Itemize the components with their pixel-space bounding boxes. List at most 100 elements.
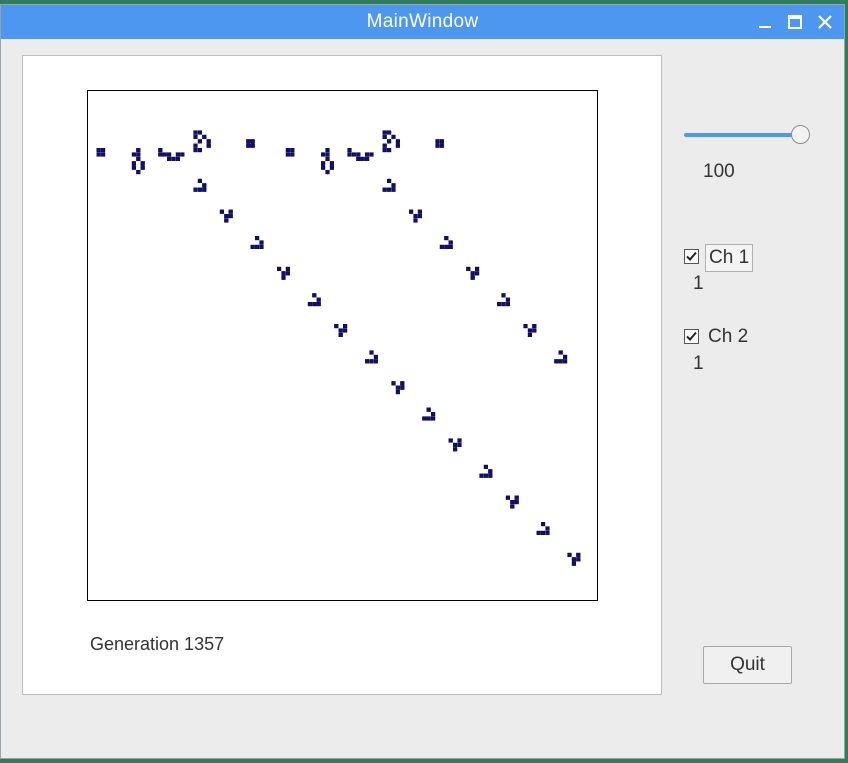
life-cell (254, 235, 260, 241)
life-cell (254, 244, 260, 249)
channel-1-label[interactable]: Ch 1 (705, 244, 754, 272)
life-cell (285, 271, 290, 276)
life-cell (444, 235, 449, 241)
life-cell (391, 187, 396, 192)
life-cell (193, 134, 198, 139)
life-cell (558, 350, 563, 355)
life-cell (197, 187, 202, 192)
life-cell (554, 359, 559, 364)
life-cell (360, 156, 365, 161)
channel-1-checkbox[interactable] (684, 249, 699, 264)
life-cell (202, 134, 207, 139)
life-cell (202, 187, 207, 192)
life-cell (439, 143, 444, 148)
life-cell (475, 271, 480, 276)
life-cell (373, 354, 378, 359)
life-cell (175, 156, 180, 161)
life-cell (510, 504, 515, 509)
life-cell (342, 323, 348, 329)
life-cell (448, 244, 453, 249)
check-icon (686, 251, 697, 261)
life-cell (100, 148, 106, 153)
minimize-icon[interactable] (755, 12, 775, 32)
life-cell (457, 442, 462, 447)
life-cell (171, 156, 176, 161)
life-cell (219, 209, 224, 214)
maximize-icon[interactable] (785, 12, 805, 32)
life-cell (224, 213, 229, 219)
life-cell (391, 381, 396, 386)
life-cell (197, 139, 202, 144)
life-cell (136, 148, 141, 153)
life-cell (365, 152, 370, 157)
life-cell (505, 297, 510, 302)
life-cell (197, 178, 202, 183)
life-grid[interactable] (87, 90, 598, 601)
life-cell (417, 209, 422, 214)
life-cell (545, 526, 550, 531)
life-cell (140, 161, 145, 166)
life-cell (259, 244, 264, 249)
life-cell (387, 178, 392, 183)
channel-2-label[interactable]: Ch 2 (708, 326, 749, 347)
life-cell (100, 152, 106, 157)
life-cell (532, 328, 537, 333)
life-cell (285, 148, 290, 153)
life-cell (290, 148, 295, 153)
life-cell (497, 301, 502, 307)
life-cell (158, 148, 163, 153)
life-cell (250, 143, 255, 148)
life-cell (541, 530, 546, 535)
life-cell (96, 152, 101, 157)
life-cell (365, 359, 370, 364)
life-cell (576, 552, 581, 557)
life-cell (96, 148, 101, 153)
life-cell (567, 552, 572, 557)
quit-button[interactable]: Quit (703, 646, 792, 684)
life-cell (382, 187, 387, 192)
life-cell (136, 156, 141, 161)
generation-label: Generation 1357 (90, 634, 225, 654)
life-cell (365, 156, 370, 161)
life-cell (193, 148, 198, 153)
life-cell (505, 495, 510, 500)
life-cell (140, 165, 145, 170)
life-cell (356, 152, 361, 157)
life-cell (391, 183, 396, 188)
life-cell (571, 557, 576, 562)
life-cell (435, 139, 440, 144)
life-cell (532, 323, 537, 329)
life-cell (206, 143, 211, 148)
life-cell (505, 301, 510, 307)
channel-2-checkbox[interactable] (684, 329, 699, 344)
life-cell (488, 473, 493, 478)
life-cell (501, 293, 506, 298)
life-cell (391, 134, 396, 139)
life-cell (329, 161, 334, 166)
life-cell (444, 244, 449, 249)
life-cell (453, 447, 458, 452)
channel-2-value: 1 (693, 353, 704, 374)
slider-value: 100 (703, 161, 735, 182)
slider-handle[interactable] (791, 125, 810, 144)
close-icon[interactable] (815, 12, 835, 32)
life-cell (483, 473, 488, 478)
life-cell (426, 407, 431, 412)
title-bar[interactable]: MainWindow (1, 5, 844, 39)
life-cell (312, 293, 317, 298)
life-cell (246, 143, 251, 148)
life-cell (395, 139, 400, 144)
life-cell (325, 156, 330, 161)
speed-slider[interactable] (684, 122, 812, 150)
life-cell (166, 152, 172, 157)
life-cell (382, 130, 387, 135)
life-cell (246, 139, 251, 144)
slider-track[interactable] (684, 133, 802, 137)
life-cell (202, 183, 207, 188)
life-cell (193, 143, 198, 148)
life-cell (479, 473, 484, 478)
life-cell (316, 297, 321, 302)
life-cell (290, 152, 295, 157)
life-cell (527, 332, 532, 337)
life-cell (228, 209, 233, 214)
